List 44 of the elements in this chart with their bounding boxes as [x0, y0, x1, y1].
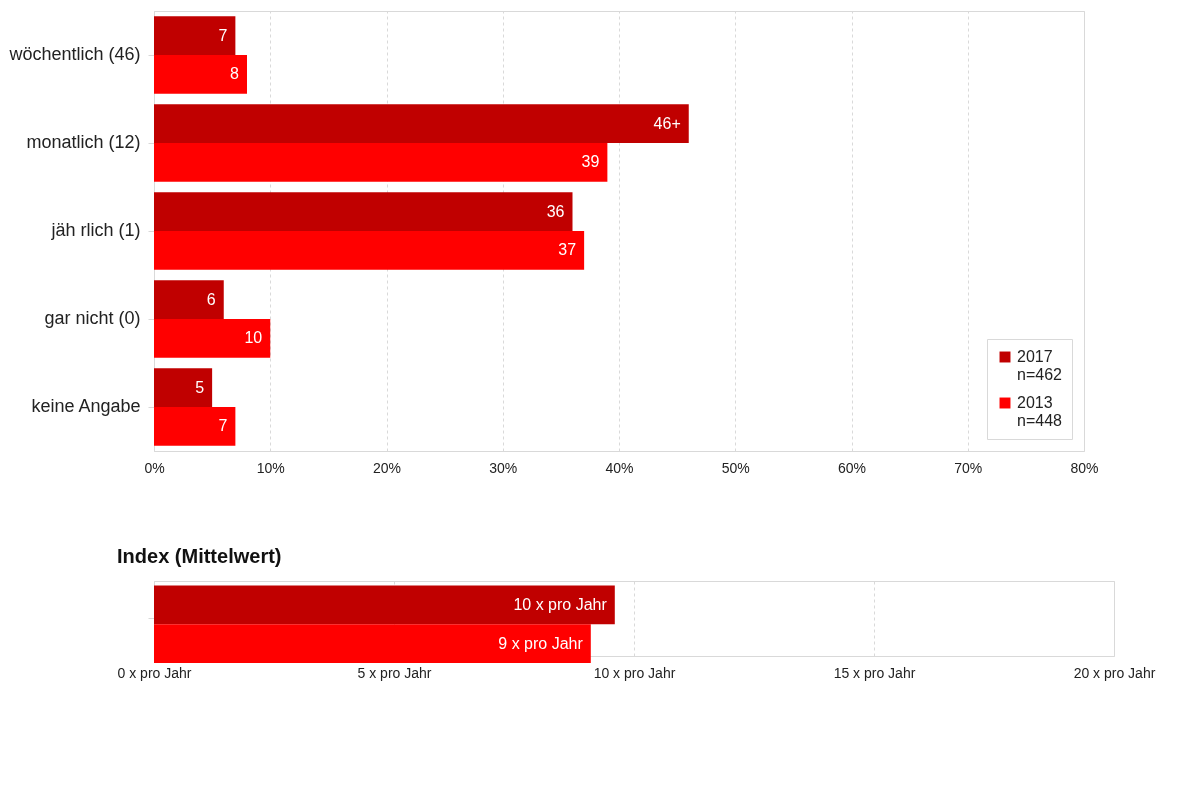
data-label: 7: [218, 26, 228, 44]
bar: [154, 280, 224, 319]
x-tick-label: 60%: [837, 459, 867, 476]
data-label: 46+: [653, 114, 681, 132]
data-label: 5: [195, 378, 205, 396]
x-tick-label: 40%: [605, 459, 634, 476]
data-label: 10: [244, 329, 263, 347]
y-tick-label: gar nicht (0): [44, 308, 141, 328]
data-label: 6: [206, 290, 216, 308]
data-label: 37: [558, 241, 577, 259]
x-tick-label: 10 x pro Jahr: [593, 664, 676, 681]
data-label: 10 x pro Jahr: [513, 595, 608, 613]
data-label: 39: [581, 153, 600, 171]
bar: [154, 16, 236, 55]
bar: [154, 192, 573, 231]
legend-label: 2013 n=448: [1017, 394, 1063, 429]
bar: [154, 368, 213, 407]
chart-title: Index (Mittelwert): [117, 545, 282, 567]
x-tick-label: 50%: [721, 459, 750, 476]
y-tick-label: wöchentlich (46): [8, 44, 141, 64]
bar: [154, 407, 236, 446]
data-label: 36: [546, 202, 565, 220]
x-tick-label: 30%: [489, 459, 518, 476]
y-tick-label: jäh rlich (1): [50, 220, 141, 240]
x-tick-label: 5 x pro Jahr: [357, 664, 432, 681]
x-tick-label: 0%: [144, 459, 165, 476]
bar: [154, 104, 689, 143]
legend-label: 2017 n=462: [1017, 348, 1063, 383]
x-tick-label: 0 x pro Jahr: [117, 664, 192, 681]
x-tick-label: 10%: [256, 459, 285, 476]
bar: [154, 55, 247, 94]
x-tick-label: 20%: [372, 459, 402, 476]
bar: [154, 231, 585, 270]
x-tick-label: 20 x pro Jahr: [1073, 664, 1156, 681]
bar: [154, 319, 271, 358]
data-label: 7: [218, 417, 228, 435]
y-tick-label: keine Angabe: [31, 396, 141, 416]
x-tick-label: 80%: [1070, 459, 1099, 476]
x-tick-label: 15 x pro Jahr: [833, 664, 916, 681]
bar: [154, 143, 608, 182]
data-label: 9 x pro Jahr: [498, 634, 584, 652]
data-label: 8: [230, 65, 240, 83]
y-tick-label: monatlich (12): [26, 132, 141, 152]
x-tick-label: 70%: [954, 459, 983, 476]
